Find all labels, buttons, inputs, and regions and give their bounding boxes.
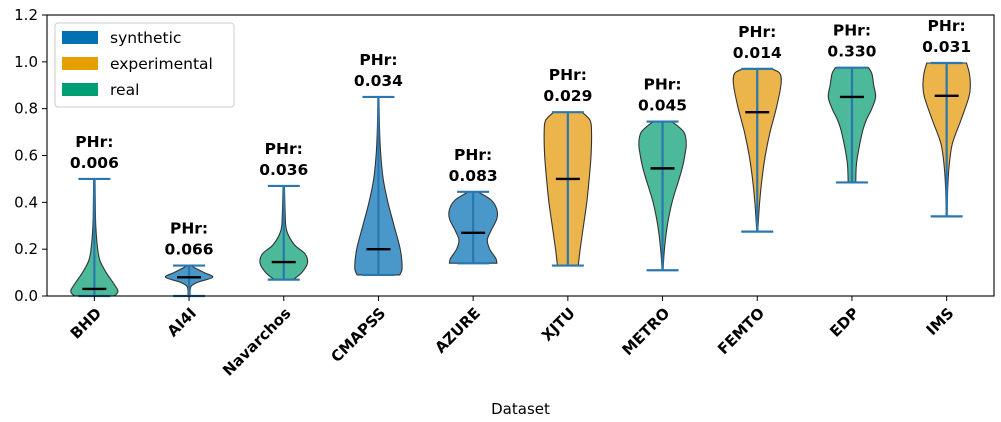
legend-frame	[54, 22, 235, 108]
x-tick-label-edp: EDP	[826, 304, 863, 341]
phr-annotation-label: PHr:	[928, 17, 966, 35]
phr-annotation-value: 0.031	[922, 38, 971, 56]
phr-annotation-value: 0.014	[733, 44, 782, 62]
y-tick-label: 0.6	[14, 147, 38, 165]
legend-swatch-synthetic	[62, 31, 98, 44]
phr-annotation-value: 0.045	[638, 97, 687, 115]
phr-annotation-label: PHr:	[549, 66, 587, 84]
phr-annotation-value: 0.036	[259, 161, 308, 179]
y-axis: 0.0 0.2 0.4 0.6 0.8 1.0 1.2	[14, 6, 47, 305]
x-tick-label-cmapss: CMAPSS	[327, 304, 389, 366]
y-tick-label: 0.0	[14, 287, 38, 305]
y-tick-label: 0.4	[14, 193, 38, 211]
x-tick-label-ims: IMS	[923, 304, 958, 339]
y-tick-label: 0.8	[14, 100, 38, 118]
phr-annotation-value: 0.083	[449, 167, 498, 185]
phr-annotation-value: 0.066	[165, 241, 214, 259]
legend-swatch-real	[62, 83, 98, 96]
x-tick-label-femto: FEMTO	[714, 304, 768, 358]
phr-annotation-label: PHr:	[265, 140, 303, 158]
phr-annotation-label: PHr:	[643, 76, 681, 94]
x-tick-label-ai4i: AI4I	[164, 304, 200, 340]
phr-annotation-value: 0.029	[543, 87, 592, 105]
phr-annotation-label: PHr:	[170, 220, 208, 238]
legend-swatch-experimental	[62, 57, 98, 70]
legend-label-experimental: experimental	[110, 55, 213, 73]
x-axis: BHD AI4I Navarchos CMAPSS AZURE XJTU METRO FEMT…	[67, 296, 958, 380]
phr-annotation-value: 0.034	[354, 72, 403, 90]
phr-annotation-value: 0.330	[827, 43, 876, 61]
phr-annotation-value: 0.006	[70, 154, 119, 172]
y-tick-label: 1.2	[14, 6, 38, 24]
x-axis-label: Dataset	[491, 400, 550, 418]
legend-label-synthetic: synthetic	[110, 29, 181, 47]
x-tick-label-azure: AZURE	[431, 304, 484, 357]
phr-annotation-label: PHr:	[738, 23, 776, 41]
x-tick-label-bhd: BHD	[67, 304, 106, 343]
phr-annotation-label: PHr:	[359, 51, 397, 69]
phr-annotation-label: PHr:	[833, 22, 871, 40]
annotation-group: PHr: 0.006 PHr: 0.066 PHr: 0.036 PHr: 0.034 PHr:…	[70, 17, 971, 259]
x-tick-label-metro: METRO	[618, 304, 673, 359]
x-tick-label-xjtu: XJTU	[538, 304, 579, 345]
y-tick-label: 1.0	[14, 53, 38, 71]
phr-annotation-label: PHr:	[454, 146, 492, 164]
x-tick-label-navarchos: Navarchos	[219, 304, 295, 380]
legend-label-real: real	[110, 81, 139, 99]
phr-annotation-label: PHr:	[75, 133, 113, 151]
legend: synthetic experimental real	[54, 22, 235, 108]
y-tick-label: 0.2	[14, 240, 38, 258]
